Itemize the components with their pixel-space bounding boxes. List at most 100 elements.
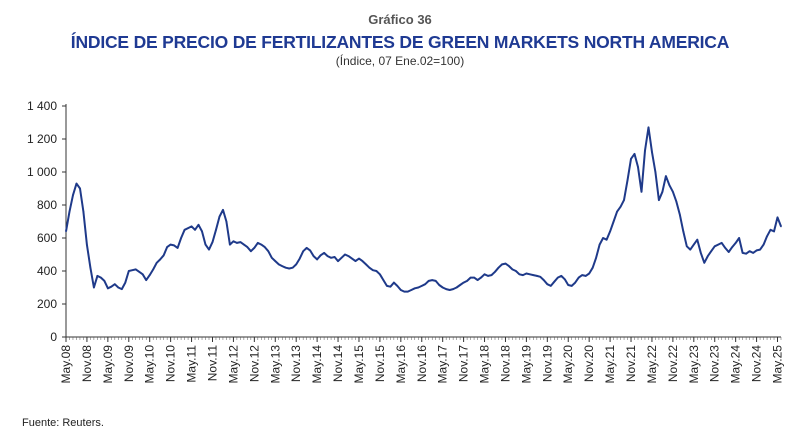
- data-point: [281, 265, 284, 267]
- data-point: [72, 194, 74, 196]
- data-point: [100, 276, 102, 279]
- data-point: [410, 289, 413, 291]
- data-point: [445, 288, 447, 290]
- data-point: [246, 246, 249, 248]
- data-point: [672, 191, 674, 193]
- x-tick-label: Nov.08: [80, 345, 94, 382]
- data-point: [124, 281, 127, 284]
- data-point: [602, 237, 604, 239]
- x-tick-label: May.08: [59, 345, 73, 384]
- data-point: [570, 285, 573, 287]
- data-point: [96, 275, 99, 277]
- data-point: [515, 270, 517, 272]
- x-tick-label: Nov.11: [205, 345, 219, 382]
- data-point: [197, 224, 200, 226]
- data-point: [141, 273, 144, 276]
- x-tick-label: Nov.12: [247, 345, 261, 382]
- data-point: [319, 254, 322, 257]
- x-tick-label: Nov.13: [289, 345, 303, 382]
- data-point: [93, 286, 95, 289]
- data-point: [65, 230, 67, 233]
- data-point: [773, 230, 775, 233]
- data-point: [748, 250, 751, 252]
- data-point: [584, 275, 587, 277]
- data-point: [766, 235, 768, 238]
- data-point: [239, 241, 242, 243]
- chart-subtitle: (Índice, 07 Ene.02=100): [335, 54, 465, 68]
- data-point: [180, 237, 182, 239]
- data-point: [187, 227, 189, 229]
- data-point: [267, 250, 270, 252]
- data-point: [190, 225, 193, 228]
- data-point: [556, 276, 559, 279]
- data-point: [260, 243, 263, 246]
- data-point: [605, 238, 608, 241]
- data-point: [333, 256, 336, 258]
- data-point: [229, 243, 231, 246]
- x-tick-label: Nov.10: [164, 345, 178, 382]
- data-point: [455, 286, 458, 289]
- data-point: [152, 268, 154, 271]
- data-point: [543, 279, 545, 281]
- data-point: [354, 260, 357, 262]
- data-point: [222, 209, 224, 211]
- data-point: [462, 281, 465, 284]
- data-point: [375, 270, 378, 272]
- data-point: [532, 274, 535, 276]
- x-tick-label: May.13: [268, 345, 282, 384]
- data-point: [706, 255, 709, 257]
- x-tick-label: Nov.14: [331, 345, 345, 382]
- data-point: [508, 265, 510, 267]
- data-point: [755, 249, 758, 252]
- data-point: [431, 279, 434, 281]
- data-point: [79, 187, 81, 190]
- data-point: [138, 271, 141, 273]
- data-point: [693, 243, 695, 246]
- data-point: [476, 279, 479, 281]
- x-tick-label: Nov.20: [582, 345, 596, 382]
- data-point: [344, 253, 346, 256]
- data-point: [619, 205, 622, 208]
- data-point: [204, 243, 207, 246]
- data-point: [337, 260, 339, 262]
- data-point: [720, 242, 723, 244]
- data-point: [497, 266, 500, 269]
- data-point: [250, 250, 252, 252]
- y-tick-label: 1 400: [27, 99, 57, 113]
- data-point: [703, 261, 706, 264]
- data-point: [630, 158, 632, 160]
- data-point: [459, 284, 461, 286]
- data-point: [145, 279, 148, 281]
- data-point: [780, 225, 782, 228]
- data-point: [710, 250, 713, 252]
- x-tick-label: May.19: [519, 345, 533, 384]
- data-point: [591, 266, 594, 269]
- data-point: [277, 263, 280, 266]
- data-point: [211, 241, 214, 243]
- data-point: [665, 175, 667, 177]
- data-point: [326, 255, 329, 257]
- data-point: [159, 258, 161, 261]
- x-tick-label: May.12: [226, 345, 240, 384]
- x-tick-label: Nov.09: [122, 345, 136, 382]
- x-tick-label: May.15: [352, 345, 366, 384]
- data-point: [295, 263, 297, 266]
- data-point: [358, 257, 360, 260]
- data-point: [208, 248, 210, 251]
- data-point: [396, 285, 399, 287]
- data-point: [114, 283, 116, 286]
- data-point: [654, 171, 657, 173]
- data-point: [752, 252, 754, 254]
- data-point: [679, 214, 681, 216]
- data-point: [469, 276, 472, 279]
- data-point: [413, 287, 416, 290]
- data-point: [393, 281, 395, 284]
- data-point: [403, 290, 406, 293]
- y-tick-label: 0: [50, 330, 57, 344]
- data-point: [274, 260, 277, 262]
- data-point: [713, 245, 716, 248]
- x-tick-label: Nov.15: [373, 345, 387, 382]
- data-point: [609, 230, 611, 233]
- data-point: [215, 228, 217, 231]
- y-tick-label: 400: [37, 264, 57, 278]
